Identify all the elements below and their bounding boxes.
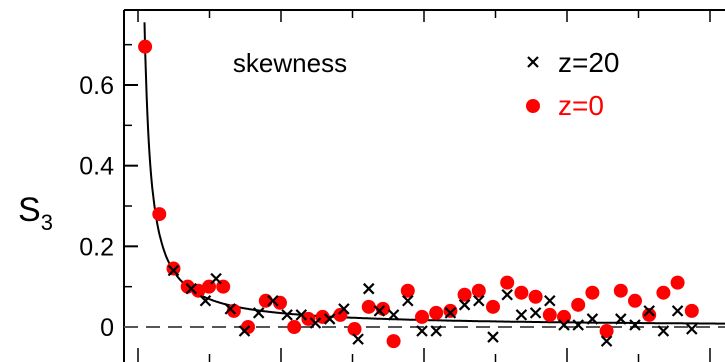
y-tick-label: 0 xyxy=(100,314,114,342)
data-point-z20 xyxy=(501,288,513,301)
data-point-z20 xyxy=(430,325,442,337)
data-point-z0 xyxy=(429,305,444,320)
legend-label-z20: z=20 xyxy=(558,47,620,78)
data-point-z0 xyxy=(585,285,600,300)
data-point-z20 xyxy=(487,331,499,343)
data-point-z20 xyxy=(252,307,265,319)
data-point-z20 xyxy=(544,295,556,307)
data-point-z0 xyxy=(670,275,685,290)
y-axis-label-main: S xyxy=(18,191,41,229)
data-point-z0 xyxy=(500,275,515,290)
legend-marker-z20 xyxy=(527,56,539,68)
data-point-z0 xyxy=(166,261,181,276)
data-point-z20 xyxy=(572,319,584,331)
data-point-z0 xyxy=(138,39,153,54)
data-point-z20 xyxy=(362,282,375,295)
data-point-z20 xyxy=(185,282,198,295)
data-point-z0 xyxy=(656,285,671,300)
data-point-z20 xyxy=(224,303,237,315)
data-point-z20 xyxy=(586,313,599,325)
data-point-z20 xyxy=(515,309,528,321)
data-point-z20 xyxy=(643,305,655,317)
y-tick-label: 0.2 xyxy=(79,233,114,261)
data-point-z0 xyxy=(628,293,642,308)
data-point-z20 xyxy=(402,295,414,307)
data-point-z0 xyxy=(642,307,657,322)
data-point-z20 xyxy=(387,309,400,321)
data-point-z0 xyxy=(347,322,362,337)
data-point-z0 xyxy=(386,334,401,349)
data-point-z0 xyxy=(301,311,316,326)
data-point-z20 xyxy=(267,295,279,307)
data-point-z20 xyxy=(657,325,670,337)
data-point-z20 xyxy=(373,305,386,317)
data-point-z0 xyxy=(514,285,529,300)
data-point-z20 xyxy=(238,325,251,337)
data-point-z20 xyxy=(686,323,698,335)
legend-label-z0: z=0 xyxy=(558,90,604,121)
data-point-z0 xyxy=(443,303,458,318)
data-point-z20 xyxy=(529,307,542,319)
data-point-z0 xyxy=(571,297,586,312)
data-point-z0 xyxy=(415,309,429,324)
legend-marker-z0 xyxy=(526,99,540,113)
chart-title: skewness xyxy=(233,48,347,78)
data-point-z20 xyxy=(281,309,293,321)
y-tick-label: 0.6 xyxy=(79,72,114,100)
data-point-z0 xyxy=(333,307,348,322)
data-point-z20 xyxy=(558,319,570,331)
data-point-z0 xyxy=(191,283,206,298)
data-point-z0 xyxy=(361,299,376,314)
data-point-z20 xyxy=(338,303,350,315)
data-point-z0 xyxy=(258,293,273,308)
data-point-z20 xyxy=(416,325,428,337)
data-point-z20 xyxy=(600,335,613,347)
data-point-z20 xyxy=(295,309,308,321)
y-tick-label: 0.4 xyxy=(79,153,114,181)
data-point-z0 xyxy=(542,307,557,322)
data-point-z20 xyxy=(473,295,485,307)
data-point-z20 xyxy=(352,333,364,345)
data-point-z20 xyxy=(309,317,322,329)
data-point-z20 xyxy=(199,295,212,307)
data-point-z20 xyxy=(323,313,336,325)
legend: z=20 z=0 xyxy=(526,47,620,121)
data-point-z0 xyxy=(400,283,415,298)
data-point-z0 xyxy=(684,303,699,318)
data-point-z20 xyxy=(671,305,684,317)
data-point-z0 xyxy=(599,324,614,339)
data-point-z20 xyxy=(167,264,180,277)
data-point-z20 xyxy=(444,307,457,319)
data-point-z0 xyxy=(273,295,287,310)
data-point-z20 xyxy=(615,313,627,325)
data-point-z0 xyxy=(457,287,472,302)
data-point-z0 xyxy=(287,320,302,334)
data-point-z20 xyxy=(458,299,471,311)
data-point-z0 xyxy=(486,299,500,314)
data-point-z0 xyxy=(557,309,571,324)
data-point-z0 xyxy=(471,283,486,298)
data-point-z20 xyxy=(629,319,641,331)
y-axis-label: S3 xyxy=(18,191,53,235)
data-point-z0 xyxy=(613,283,628,298)
data-point-z0 xyxy=(152,207,167,222)
data-point-z0 xyxy=(528,289,543,304)
y-axis-label-subscript: 3 xyxy=(41,210,53,235)
data-point-z20 xyxy=(210,272,222,285)
